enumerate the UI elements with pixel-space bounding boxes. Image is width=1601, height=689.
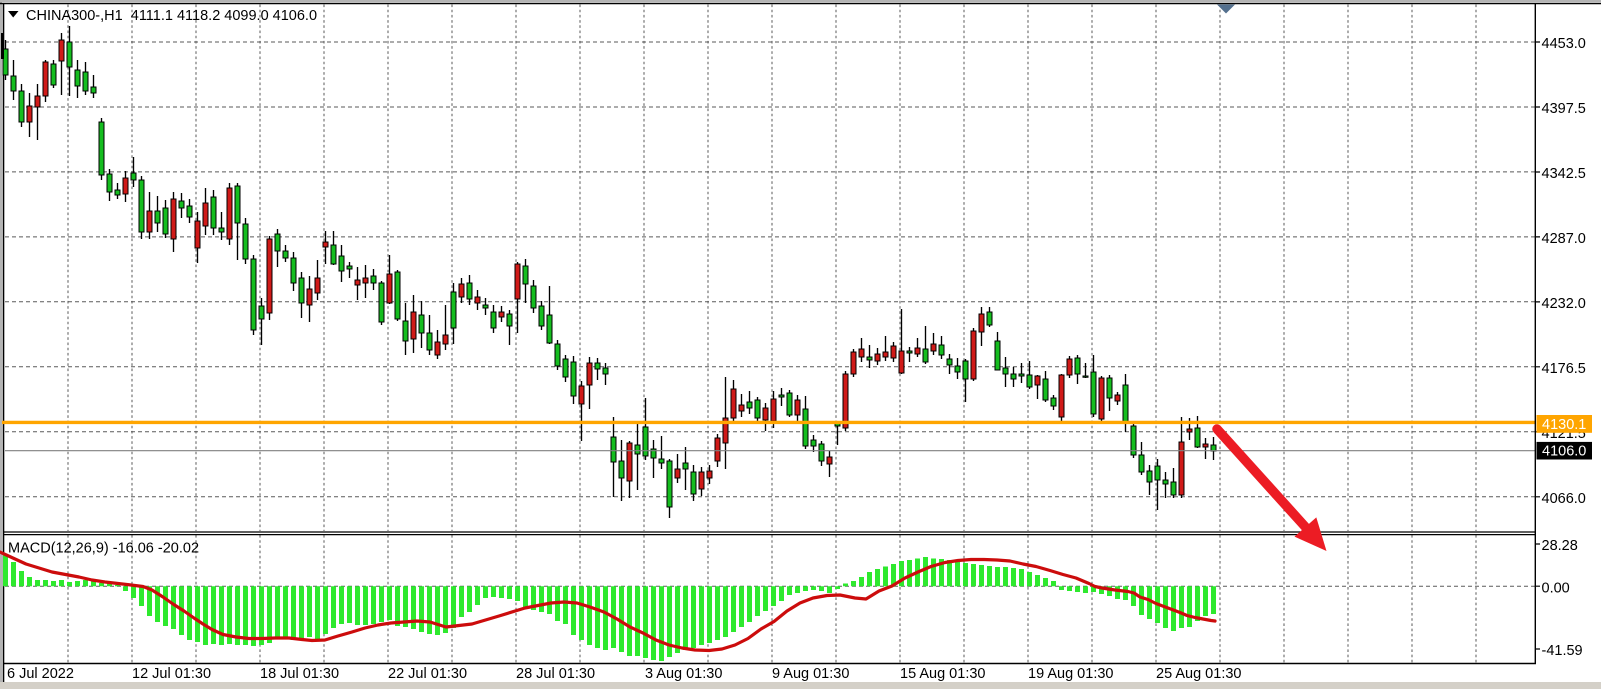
svg-text:CHINA300-,H1 4111.1 4118.2 40: CHINA300-,H1 4111.1 4118.2 4099.0 4106.0 xyxy=(26,8,317,24)
svg-text:12 Jul 01:30: 12 Jul 01:30 xyxy=(132,666,211,682)
svg-text:22 Jul 01:30: 22 Jul 01:30 xyxy=(388,666,467,682)
svg-text:4453.0: 4453.0 xyxy=(1542,36,1586,52)
svg-text:18 Jul 01:30: 18 Jul 01:30 xyxy=(260,666,339,682)
svg-text:4342.5: 4342.5 xyxy=(1542,166,1586,182)
svg-text:15 Aug 01:30: 15 Aug 01:30 xyxy=(900,666,985,682)
svg-text:4176.5: 4176.5 xyxy=(1542,361,1586,377)
svg-text:4397.5: 4397.5 xyxy=(1542,101,1586,117)
svg-text:28.28: 28.28 xyxy=(1542,538,1578,554)
svg-text:4130.1: 4130.1 xyxy=(1542,417,1586,433)
svg-text:19 Aug 01:30: 19 Aug 01:30 xyxy=(1028,666,1113,682)
svg-text:28 Jul 01:30: 28 Jul 01:30 xyxy=(516,666,595,682)
svg-text:9 Aug 01:30: 9 Aug 01:30 xyxy=(772,666,849,682)
svg-text:4232.0: 4232.0 xyxy=(1542,296,1586,312)
svg-text:6 Jul 2022: 6 Jul 2022 xyxy=(7,666,74,682)
svg-text:0.00: 0.00 xyxy=(1542,580,1570,596)
svg-text:3 Aug 01:30: 3 Aug 01:30 xyxy=(645,666,722,682)
svg-text:-41.59: -41.59 xyxy=(1542,643,1583,659)
svg-text:25 Aug 01:30: 25 Aug 01:30 xyxy=(1156,666,1241,682)
svg-text:4287.0: 4287.0 xyxy=(1542,231,1586,247)
svg-text:4066.0: 4066.0 xyxy=(1542,491,1586,507)
svg-text:4106.0: 4106.0 xyxy=(1542,443,1586,459)
svg-text:MACD(12,26,9) -16.06 -20.02: MACD(12,26,9) -16.06 -20.02 xyxy=(8,541,199,557)
